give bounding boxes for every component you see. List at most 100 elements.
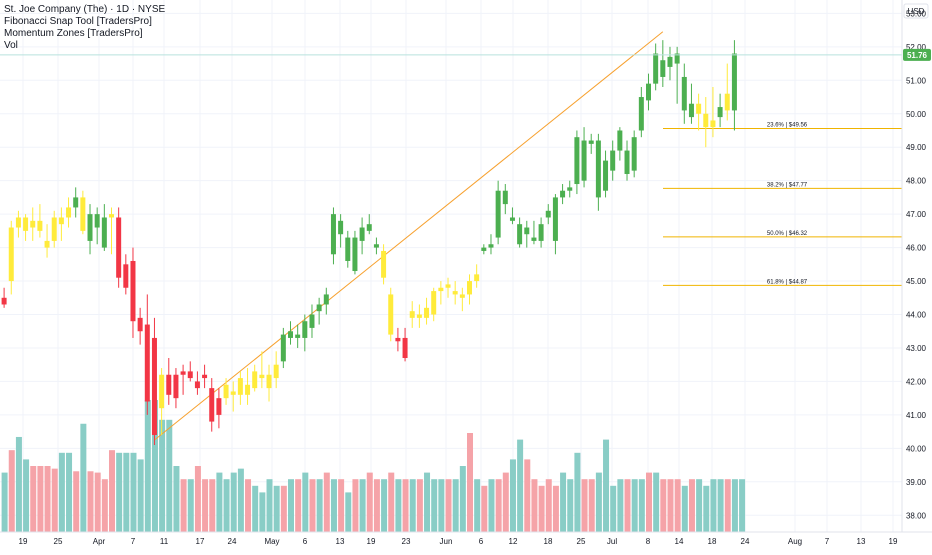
candle-body — [58, 217, 64, 225]
volume-bar — [388, 472, 395, 532]
volume-bar — [130, 452, 137, 532]
price-axis[interactable]: 53.00 52.00 51.00 50.00 49.00 48.00 47.00 46.00… — [906, 9, 927, 520]
volume-bar — [338, 479, 345, 532]
volume-bar — [631, 479, 638, 532]
volume-bar — [402, 479, 409, 532]
volume-bar — [739, 479, 746, 532]
indicator-fibonacci[interactable]: Fibonacci Snap Tool [TradersPro] — [4, 16, 152, 27]
time-tick-label: 23 — [402, 537, 411, 546]
grid — [0, 0, 902, 532]
volume-bar — [545, 479, 552, 532]
candle-body — [345, 237, 351, 261]
candle-body — [373, 244, 379, 248]
candle-body — [509, 217, 515, 221]
currency-label[interactable]: USD — [908, 7, 925, 16]
time-axis[interactable]: 19 25 Apr 7 11 17 24 May 6 13 19 23 Jun 6 12 18 25 Jul 8 14… — [19, 537, 898, 546]
time-tick-label: 12 — [509, 537, 518, 546]
time-tick-label: 11 — [160, 537, 169, 546]
candle-body — [159, 374, 165, 409]
volume-bar — [202, 479, 209, 532]
candle-body — [194, 381, 200, 389]
volume-bar — [567, 479, 574, 532]
volume-bar — [366, 472, 373, 532]
candle-body — [1, 297, 7, 305]
candle-body — [252, 371, 258, 389]
candle-body — [459, 294, 465, 298]
candle-body — [424, 307, 430, 318]
candle-body — [653, 53, 659, 84]
candle-body — [330, 214, 336, 255]
currency-box[interactable] — [903, 3, 929, 19]
candle-body — [552, 197, 558, 241]
candle-body — [180, 371, 186, 375]
candle-body — [295, 334, 301, 338]
volume-bar — [431, 479, 438, 532]
candle-body — [402, 337, 408, 359]
candle-body — [538, 224, 544, 241]
price-tick-label: 47.00 — [906, 210, 927, 219]
candle-body — [688, 103, 694, 118]
volume-bar — [603, 439, 610, 532]
time-tick-label: 18 — [544, 537, 553, 546]
volume-bar — [624, 479, 631, 532]
volume-bar — [8, 450, 15, 532]
volume-bar — [345, 492, 352, 532]
time-tick-label: 19 — [367, 537, 376, 546]
volume-bar — [109, 450, 115, 532]
volume-bar — [681, 485, 688, 532]
volume-bar — [696, 479, 703, 532]
candle-body — [51, 217, 57, 241]
volume-bar — [116, 452, 123, 532]
candle-body — [610, 150, 616, 171]
candle-body — [638, 97, 644, 131]
time-tick-label: 24 — [741, 537, 750, 546]
volume-bar — [638, 479, 645, 532]
candle-body — [266, 374, 272, 389]
volume-bar — [474, 479, 481, 532]
candle-body — [137, 317, 143, 332]
volume-bar — [452, 479, 459, 532]
volume-bar — [209, 479, 216, 532]
volume-bar — [381, 479, 388, 532]
price-tick-label: 38.00 — [906, 511, 927, 520]
candle-body — [202, 374, 208, 379]
volume-bar — [309, 479, 316, 532]
time-tick-label: 7 — [131, 537, 136, 546]
fib-label: 38.2% | $47.77 — [767, 182, 808, 188]
volume-bar — [252, 485, 259, 532]
time-tick-label: 6 — [479, 537, 484, 546]
candle-body — [488, 244, 494, 248]
volume-bar — [552, 485, 559, 532]
candle-body — [588, 140, 594, 144]
volume-bar — [330, 479, 337, 532]
time-tick-label: 19 — [889, 537, 898, 546]
volume-bar — [58, 452, 65, 532]
candle-body — [309, 314, 315, 328]
indicator-momentum-zones[interactable]: Momentum Zones [TradersPro] — [4, 28, 143, 39]
symbol-title[interactable]: St. Joe Company (The) · 1D · NYSE — [4, 4, 166, 15]
volume-bar — [66, 452, 73, 532]
volume-bar — [73, 471, 80, 532]
candle-body — [323, 294, 329, 305]
candle-body — [44, 240, 50, 248]
price-tick-label: 46.00 — [906, 244, 927, 253]
candle-body — [674, 53, 680, 64]
volume-bar — [151, 400, 158, 532]
fib-label: 23.6% | $49.56 — [767, 122, 808, 128]
volume-bar — [416, 479, 423, 532]
indicator-volume[interactable]: Vol — [4, 40, 18, 51]
candle-body — [130, 260, 136, 322]
time-tick-label: Jun — [440, 537, 453, 546]
candle-body — [94, 214, 100, 228]
time-tick-label: 13 — [336, 537, 345, 546]
volume-bar — [37, 466, 44, 532]
last-price-badge: 51.76 — [903, 48, 931, 61]
candle-body — [710, 120, 716, 128]
volume-bar — [581, 479, 588, 532]
candles — [1, 40, 737, 446]
time-tick-label: Jul — [607, 537, 617, 546]
candle-body — [438, 287, 444, 292]
candle-body — [316, 304, 322, 312]
